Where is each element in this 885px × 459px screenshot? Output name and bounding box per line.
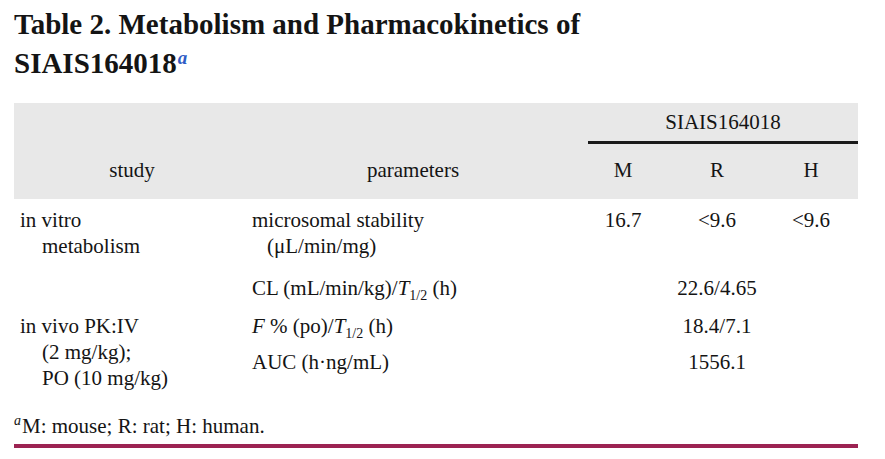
param-text: (h) xyxy=(363,314,393,338)
column-header-study: study xyxy=(14,149,250,199)
param-cell-cl-thalf: CL (mL/min/kg)/T1/2 (h) xyxy=(250,265,576,307)
group-header-cell: SIAIS164018 xyxy=(576,103,858,149)
table-row-f-thalf: in vivo PK:IV (2 mg/kg); PO (10 mg/kg) F… xyxy=(14,307,858,345)
bottom-divider-rule xyxy=(14,444,858,448)
value-r: <9.6 xyxy=(670,199,764,265)
study-line: PO (10 mg/kg) xyxy=(20,365,250,391)
table-header: SIAIS164018 study parameters M R H xyxy=(14,103,858,199)
study-line: (2 mg/kg); xyxy=(20,339,250,365)
param-subscript: 1/2 xyxy=(409,288,427,303)
column-header-h: H xyxy=(764,149,858,199)
value-h: <9.6 xyxy=(764,199,858,265)
table-body: in vitro metabolism microsomal stability… xyxy=(14,199,858,401)
table-title: Table 2. Metabolism and Pharmacokinetics… xyxy=(0,0,885,80)
param-symbol-t: T xyxy=(334,314,346,338)
group-header-spacer xyxy=(14,103,576,149)
group-header-label: SIAIS164018 xyxy=(588,103,858,144)
param-symbol-t: T xyxy=(398,276,410,300)
param-text: CL (mL/min/kg)/ xyxy=(252,276,398,300)
footnote-marker: a xyxy=(14,413,21,428)
column-header-parameters: parameters xyxy=(250,149,576,199)
footnote-text: M: mouse; R: rat; H: human. xyxy=(22,414,265,438)
pk-table: SIAIS164018 study parameters M R H in vi… xyxy=(14,103,858,401)
param-line: microsomal stability xyxy=(252,207,576,233)
param-text: % (po)/ xyxy=(265,314,334,338)
study-line: in vitro xyxy=(20,207,250,233)
title-footnote-marker: a xyxy=(178,47,188,68)
table-row-microsomal-stability: in vitro metabolism microsomal stability… xyxy=(14,199,858,265)
study-cell-in-vivo-pk: in vivo PK:IV (2 mg/kg); PO (10 mg/kg) xyxy=(14,307,250,401)
value-merged-f-thalf: 18.4/7.1 xyxy=(576,307,858,345)
param-line: (μL/min/mg) xyxy=(252,233,576,259)
study-line: metabolism xyxy=(20,233,250,259)
value-merged-auc: 1556.1 xyxy=(576,345,858,401)
param-cell-microsomal-stability: microsomal stability (μL/min/mg) xyxy=(250,199,576,265)
param-symbol-f: F xyxy=(252,314,265,338)
study-line: in vivo PK:IV xyxy=(20,313,250,339)
column-header-m: M xyxy=(576,149,670,199)
group-header-row: SIAIS164018 xyxy=(14,103,858,149)
study-cell-in-vitro: in vitro metabolism xyxy=(14,199,250,307)
table-footnote: aM: mouse; R: rat; H: human. xyxy=(14,408,885,439)
param-cell-auc: AUC (h·ng/mL) xyxy=(250,345,576,401)
column-header-r: R xyxy=(670,149,764,199)
table-title-line2: SIAIS164018 xyxy=(14,47,177,79)
value-merged-cl-thalf: 22.6/4.65 xyxy=(576,265,858,307)
param-text: (h) xyxy=(427,276,457,300)
table-title-line1: Table 2. Metabolism and Pharmacokinetics… xyxy=(14,8,580,40)
column-header-row: study parameters M R H xyxy=(14,149,858,199)
param-subscript: 1/2 xyxy=(345,326,363,341)
param-cell-f-thalf: F % (po)/T1/2 (h) xyxy=(250,307,576,345)
paper-table-page: Table 2. Metabolism and Pharmacokinetics… xyxy=(0,0,885,459)
value-m: 16.7 xyxy=(576,199,670,265)
